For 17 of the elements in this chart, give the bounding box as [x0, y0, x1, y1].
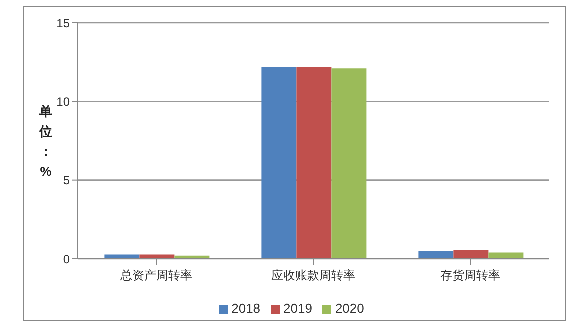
legend-label: 2018	[232, 301, 261, 316]
bar	[454, 250, 489, 259]
legend-label: 2020	[335, 301, 364, 316]
x-tick-label: 总资产周转率	[120, 268, 192, 283]
bar	[296, 67, 332, 259]
y-tick-label: 0	[63, 252, 70, 266]
legend-label: 2019	[284, 301, 312, 316]
y-tick-label: 5	[63, 174, 70, 188]
bar	[418, 251, 454, 259]
y-tick-label: 10	[56, 94, 70, 109]
y-axis-title: 单位：%	[38, 103, 54, 181]
bar	[332, 68, 367, 259]
bar	[262, 67, 297, 259]
x-tick-label: 存货周转率	[440, 268, 500, 283]
y-tick-label: 15	[56, 16, 70, 30]
x-tick-label: 应收账款周转率	[272, 268, 356, 283]
bar	[488, 252, 524, 259]
